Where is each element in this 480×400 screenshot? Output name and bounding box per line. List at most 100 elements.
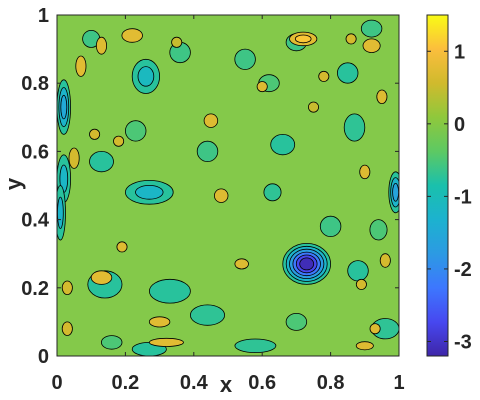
x-tick-label: 0.8 <box>317 372 345 394</box>
contour-level <box>307 101 319 113</box>
colorbar-tick-label: 0 <box>454 114 465 136</box>
x-tick-label: 0.2 <box>111 372 139 394</box>
contour-feature <box>263 183 282 202</box>
contour-feature <box>355 341 374 351</box>
contour-level <box>148 316 171 328</box>
contour-feature <box>121 28 143 43</box>
contour-level <box>347 260 369 282</box>
contour-level <box>256 81 268 93</box>
contour-feature <box>213 188 229 203</box>
contour-feature <box>234 48 256 70</box>
contour-feature <box>189 304 225 326</box>
y-axis-label: y <box>1 177 26 190</box>
contour-feature <box>90 270 113 285</box>
contour-level <box>234 258 249 270</box>
contour-feature <box>270 134 296 156</box>
contour-level <box>96 36 108 55</box>
contour-feature <box>355 278 367 290</box>
contour-level <box>369 323 381 335</box>
x-axis-ticks: 0 0.2 0.4 0.6 0.8 1 <box>51 15 405 394</box>
contour-feature <box>362 38 381 53</box>
contour-level <box>376 89 388 105</box>
contour-level <box>234 48 256 70</box>
contour-level <box>294 34 312 44</box>
contour-level <box>318 70 330 82</box>
contour-level <box>345 33 357 45</box>
contour-level <box>60 94 68 120</box>
colorbar: 1 0 -1 -2 -3 <box>426 14 472 357</box>
contour-feature <box>256 81 268 93</box>
contour-feature <box>75 55 87 77</box>
contour-level <box>90 270 113 285</box>
colorbar-tick-label: -2 <box>454 259 472 281</box>
contour-feature <box>171 36 183 48</box>
contour-level <box>343 113 366 142</box>
contour-level <box>355 341 374 351</box>
y-axis-ticks: 0 0.2 0.4 0.6 0.8 1 <box>21 5 399 368</box>
contour-level <box>270 134 296 156</box>
contour-feature <box>282 242 332 285</box>
colorbar-bar <box>426 14 449 357</box>
contour-level <box>89 128 101 140</box>
plot-area <box>56 14 400 357</box>
colorbar-tick-label: -1 <box>454 186 472 208</box>
contour-level <box>392 183 399 202</box>
y-tick-label: 0.6 <box>21 141 49 163</box>
contour-fills <box>57 19 399 356</box>
contour-level <box>285 312 308 331</box>
contour-feature <box>68 147 80 169</box>
contour-level <box>148 278 191 304</box>
contour-level <box>189 304 225 326</box>
contour-level <box>213 188 229 203</box>
contour-feature <box>148 337 184 347</box>
contour-feature <box>360 19 383 38</box>
contour-level <box>75 55 87 77</box>
contour-feature <box>234 338 277 354</box>
contour-feature <box>347 260 369 282</box>
contour-feature <box>89 128 101 140</box>
contour-feature <box>100 335 123 350</box>
x-tick-label: 1 <box>393 372 404 394</box>
contour-feature <box>318 70 330 82</box>
x-axis-label: x <box>220 372 233 397</box>
contour-level <box>61 321 73 336</box>
contour-feature <box>96 36 108 55</box>
contour-feature <box>148 316 171 328</box>
contour-level <box>360 19 383 38</box>
contour-level <box>234 338 277 354</box>
contour-feature <box>343 113 366 142</box>
contour-level <box>379 253 391 268</box>
contour-feature <box>203 113 219 128</box>
contour-feature <box>376 89 388 105</box>
colorbar-tick-label: 1 <box>454 41 465 63</box>
y-tick-label: 0 <box>38 346 49 368</box>
contour-level <box>100 335 123 350</box>
contour-level <box>137 66 155 87</box>
contour-level <box>299 257 315 271</box>
colorbar-tick-label: -3 <box>454 331 472 353</box>
axes-box <box>56 14 400 357</box>
contour-feature <box>307 101 319 113</box>
contour-level <box>263 183 282 202</box>
contour-level <box>337 62 359 84</box>
contour-feature <box>337 62 359 84</box>
contour-feature <box>116 241 128 253</box>
contour-level <box>68 147 80 169</box>
y-tick-label: 0.4 <box>21 210 50 232</box>
contour-feature <box>369 323 381 335</box>
contour-level <box>113 135 125 147</box>
x-tick-label: 0.4 <box>180 372 209 394</box>
contour-feature <box>196 140 219 162</box>
contour-feature <box>57 185 66 241</box>
colorbar-ticks: 1 0 -1 -2 -3 <box>427 41 472 353</box>
y-tick-label: 0.2 <box>21 278 49 300</box>
contour-feature <box>148 278 191 304</box>
contour-feature <box>369 219 388 241</box>
contour-level <box>57 196 64 229</box>
contour-level <box>89 151 114 173</box>
contour-level <box>319 215 342 237</box>
contour-feature <box>61 280 73 296</box>
contour-level <box>369 219 388 241</box>
contour-feature <box>379 253 391 268</box>
